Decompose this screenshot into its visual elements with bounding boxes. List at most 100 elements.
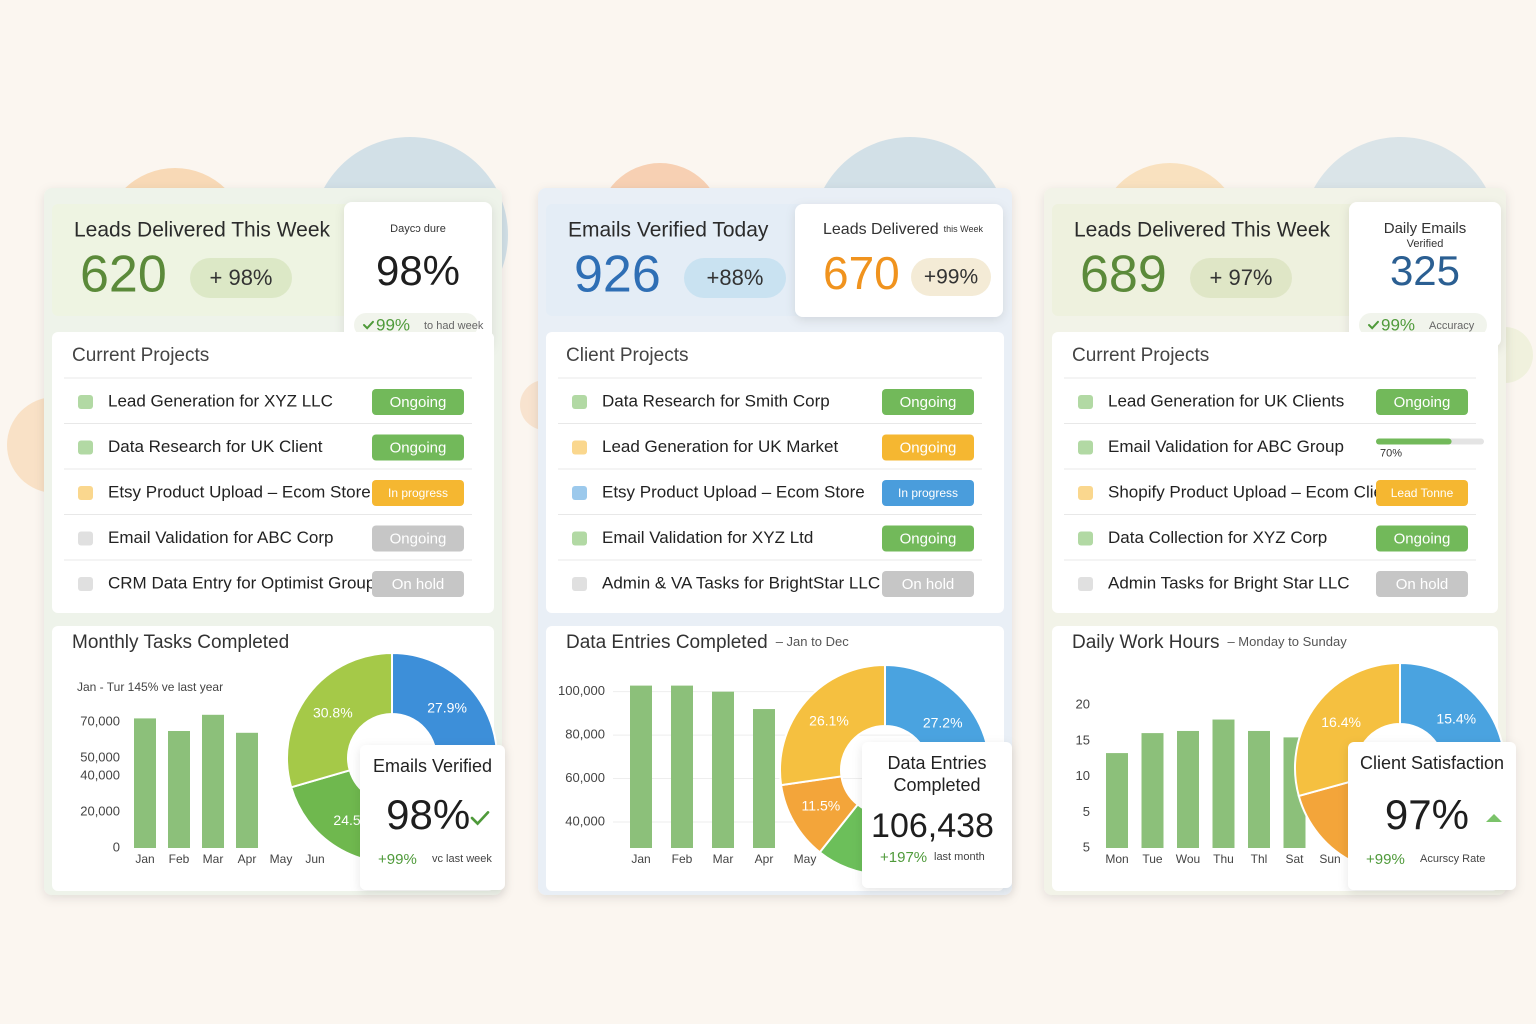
side-card bbox=[344, 202, 492, 347]
bar bbox=[1212, 719, 1235, 848]
kpi-change: + 98% bbox=[210, 265, 273, 290]
project-name: Lead Generation for UK Market bbox=[602, 437, 839, 456]
up-icon bbox=[1486, 814, 1502, 822]
overlay-title-box: Client Satisfaction bbox=[1359, 753, 1505, 773]
side-sublabel: this Week bbox=[944, 224, 984, 234]
row-icon bbox=[572, 577, 587, 591]
bar bbox=[630, 685, 652, 848]
status-label: Ongoing bbox=[390, 439, 447, 456]
x-tick-label: Feb bbox=[169, 852, 190, 866]
status-pill bbox=[882, 389, 974, 415]
row-icon bbox=[78, 486, 93, 500]
side-note: Accuracy bbox=[1429, 320, 1475, 332]
row-icon bbox=[1078, 577, 1093, 591]
projects-card bbox=[52, 332, 494, 613]
side-sublabel: Verified bbox=[1407, 238, 1444, 250]
overlay-change: +197% bbox=[880, 849, 927, 866]
bar bbox=[1141, 733, 1164, 848]
overlay-title: Emails Verified bbox=[372, 756, 493, 776]
side-label-main: Leads Delivered bbox=[823, 221, 939, 238]
status-label: In progress bbox=[388, 486, 448, 500]
bar bbox=[753, 709, 775, 848]
side-label: Daily Emails bbox=[1384, 220, 1467, 237]
status-pill bbox=[372, 480, 464, 506]
y-tick-label: 0 bbox=[113, 839, 120, 854]
overlay-note: Acurscy Rate bbox=[1420, 853, 1485, 865]
bar bbox=[1248, 730, 1270, 848]
x-tick-label: Sun bbox=[1319, 852, 1340, 866]
donut-segment bbox=[286, 651, 393, 789]
change-pill bbox=[190, 258, 292, 298]
bar bbox=[712, 691, 734, 848]
status-pill bbox=[372, 525, 464, 552]
side-value: 325 bbox=[1390, 247, 1460, 294]
side-foot: 99% bbox=[1381, 315, 1415, 334]
kpi-value: 620 bbox=[80, 246, 167, 304]
foot-pill bbox=[354, 313, 478, 337]
check-icon bbox=[1368, 320, 1379, 330]
progress-bar bbox=[1376, 438, 1452, 445]
chart-title-main: Data Entries Completed bbox=[566, 632, 768, 653]
donut-label: 26.1% bbox=[809, 712, 849, 728]
status-pill bbox=[372, 389, 464, 415]
kpi-value: 689 bbox=[1080, 246, 1167, 304]
chart-subtitle: – Monday to Sunday bbox=[1227, 634, 1347, 649]
status-pill bbox=[882, 480, 974, 506]
y-tick-label: 60,000 bbox=[565, 770, 605, 785]
kpi-title: Emails Verified Today bbox=[568, 219, 769, 242]
row-icon bbox=[1078, 395, 1093, 409]
chart-title: Data Entries Completed – Jan to Dec bbox=[566, 632, 849, 653]
projects-title: Current Projects bbox=[1072, 345, 1209, 366]
status-label: Ongoing bbox=[1394, 530, 1451, 547]
status-pill bbox=[882, 525, 974, 552]
donut-label: 16.4% bbox=[1321, 714, 1361, 730]
y-tick-label: 40,000 bbox=[80, 767, 120, 782]
overlay-title: Data Entries Completed bbox=[887, 753, 987, 795]
project-name: Email Validation for ABC Corp bbox=[108, 528, 334, 547]
status-pill bbox=[882, 434, 974, 461]
progress-label: 70% bbox=[1380, 447, 1402, 459]
check-icon bbox=[363, 320, 374, 330]
row-icon bbox=[78, 395, 93, 409]
x-tick-label: Thl bbox=[1251, 852, 1268, 866]
project-name: Data Collection for XYZ Corp bbox=[1108, 528, 1327, 547]
row-icon bbox=[78, 577, 93, 591]
project-name: Shopify Product Upload – Ecom Client bbox=[1108, 482, 1397, 501]
overlay-value: 97% bbox=[1385, 791, 1469, 838]
side-foot: 99% bbox=[376, 315, 410, 334]
status-label: Ongoing bbox=[900, 439, 957, 456]
kpi-value: 926 bbox=[574, 246, 661, 304]
chart-subtitle: Jan - Tur 145% ve last year bbox=[77, 680, 223, 694]
overlay-note: vc last week bbox=[432, 853, 492, 865]
row-icon bbox=[1078, 440, 1093, 455]
bar bbox=[134, 718, 156, 848]
x-tick-label: Jun bbox=[305, 852, 324, 866]
status-label: Ongoing bbox=[900, 394, 957, 411]
y-tick-label: 50,000 bbox=[80, 749, 120, 764]
overlay-title-box: Emails Verified bbox=[372, 756, 493, 776]
status-pill bbox=[372, 571, 464, 597]
kpi-change: +88% bbox=[707, 265, 764, 290]
x-tick-label: Apr bbox=[238, 852, 257, 866]
bar bbox=[202, 714, 224, 848]
kpi-title: Leads Delivered This Week bbox=[1074, 219, 1331, 242]
status-pill bbox=[1376, 480, 1468, 506]
x-tick-label: Jan bbox=[631, 852, 650, 866]
project-name: Etsy Product Upload – Ecom Store bbox=[108, 482, 371, 501]
side-value: 670 bbox=[823, 247, 900, 299]
x-tick-label: Wou bbox=[1176, 852, 1200, 866]
row-icon bbox=[78, 531, 93, 546]
y-tick-label: 15 bbox=[1076, 732, 1090, 747]
row-icon bbox=[572, 395, 587, 409]
overlay-title: Client Satisfaction bbox=[1359, 753, 1505, 773]
y-tick-label: 20,000 bbox=[80, 803, 120, 818]
y-tick-label: 20 bbox=[1076, 697, 1090, 712]
status-pill bbox=[372, 434, 464, 461]
x-tick-label: May bbox=[270, 852, 293, 866]
kpi-change: + 97% bbox=[1210, 265, 1273, 290]
project-name: CRM Data Entry for Optimist Group bbox=[108, 573, 375, 592]
chart-title-main: Daily Work Hours bbox=[1072, 632, 1219, 653]
side-label: Leads Delivered this Week bbox=[823, 221, 983, 238]
side-change: +99% bbox=[924, 266, 978, 289]
